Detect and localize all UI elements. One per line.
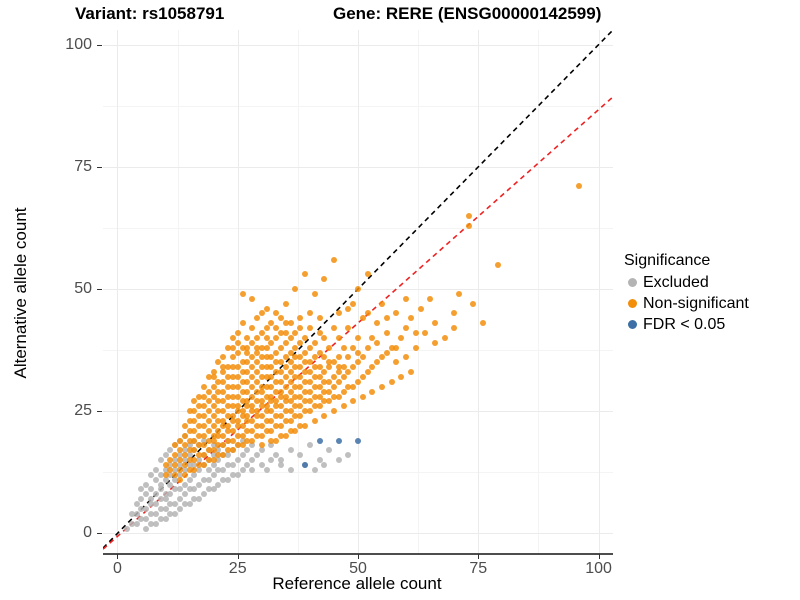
legend-swatch <box>627 299 637 308</box>
x-axis-tick-label: 75 <box>469 560 488 577</box>
x-axis-line <box>103 553 613 555</box>
reference-line-regression <box>103 96 613 550</box>
legend-items: Excluded Non-significant FDR < 0.05 <box>624 272 794 335</box>
gridline-major-vertical <box>237 30 239 553</box>
variant-title: Variant: rs1058791 <box>75 4 225 23</box>
legend: Significance Excluded Non-significant FDR … <box>624 252 794 335</box>
x-axis-tick-mark <box>117 554 119 559</box>
gridline-major-vertical <box>598 30 600 553</box>
x-axis-tick-mark <box>598 554 600 559</box>
legend-swatch <box>627 320 637 329</box>
legend-item-label: Excluded <box>643 273 709 291</box>
legend-dot-icon <box>624 293 640 314</box>
legend-title: Significance <box>624 252 711 269</box>
gridline-minor-vertical <box>538 30 540 553</box>
x-axis-tick-label: 25 <box>228 560 247 577</box>
gridline-major-vertical <box>117 30 119 553</box>
legend-item-fdr-0-05[interactable]: FDR < 0.05 <box>624 314 794 335</box>
gridline-minor-vertical <box>177 30 179 553</box>
reference-lines <box>103 30 613 550</box>
plot-panel <box>103 30 613 553</box>
y-axis-tick-label: 100 <box>65 35 92 53</box>
x-axis-tick-label: 0 <box>112 560 122 577</box>
gridline-minor-vertical <box>418 30 420 553</box>
x-axis-tick-label: 100 <box>585 560 612 577</box>
y-axis-tick-mark <box>97 533 102 535</box>
x-axis-tick-mark <box>237 554 239 559</box>
y-axis-title-text: Alternative allele count <box>11 207 30 379</box>
y-axis-tick-mark <box>97 166 102 168</box>
y-axis-tick-labels: 0 25 50 75 100 <box>36 0 92 600</box>
y-axis-tick-mark <box>97 411 102 413</box>
y-axis-tick-label: 75 <box>74 157 92 175</box>
gene-title: Gene: RERE (ENSG00000142599) <box>333 4 602 23</box>
gridline-major-vertical <box>478 30 480 553</box>
legend-dot-icon <box>624 314 640 335</box>
reference-line-identity <box>103 30 613 549</box>
x-axis-tick-label: 50 <box>349 560 367 577</box>
x-axis-tick-mark <box>358 554 359 559</box>
legend-item-label: Non-significant <box>643 294 749 312</box>
x-axis-tick-mark <box>478 554 480 559</box>
legend-item-label: FDR < 0.05 <box>643 315 726 333</box>
x-axis-title: Reference allele count <box>272 574 442 593</box>
legend-swatch <box>627 278 637 287</box>
gridline-major-horizontal <box>103 44 613 46</box>
legend-item-non-significant[interactable]: Non-significant <box>624 293 794 314</box>
y-axis-tick-label: 25 <box>74 402 92 420</box>
gridline-major-horizontal <box>103 166 613 168</box>
y-axis-tick-mark <box>97 289 102 291</box>
legend-dot-icon <box>624 272 640 293</box>
y-axis-tick-label: 0 <box>83 524 92 542</box>
y-axis-tick-label: 50 <box>74 280 92 298</box>
legend-item-excluded[interactable]: Excluded <box>624 272 794 293</box>
y-axis-title: Alternative allele count <box>8 33 34 553</box>
y-axis-tick-mark <box>97 44 102 46</box>
